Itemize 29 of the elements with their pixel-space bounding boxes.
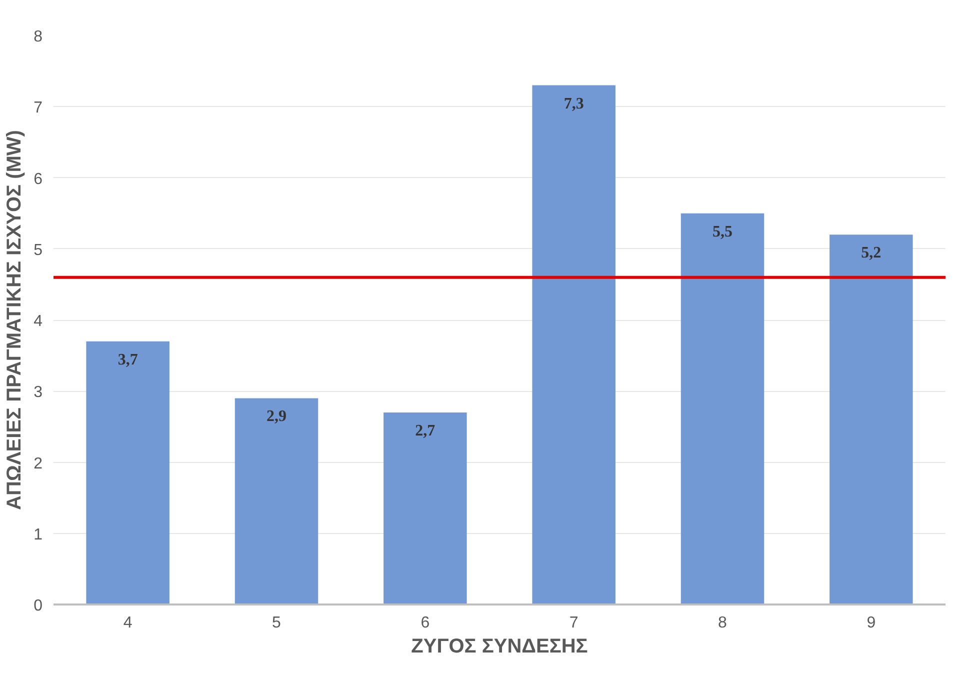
x-tick-label: 4 <box>123 614 132 632</box>
y-tick-label: 5 <box>34 242 43 259</box>
data-label: 2,7 <box>415 422 436 440</box>
bar <box>680 213 764 604</box>
data-label: 2,9 <box>266 408 286 426</box>
y-tick-label: 0 <box>34 598 43 614</box>
x-tick-label: 5 <box>272 614 282 632</box>
data-label: 5,2 <box>861 244 882 262</box>
data-label: 3,7 <box>118 351 138 368</box>
y-tick-label: 3 <box>34 384 43 402</box>
y-axis-title: ΑΠΩΛΕΙΕΣ ΠΡΑΓΜΑΤΙΚΗΣ ΙΣΧΥΟΣ (MW) <box>4 130 26 510</box>
x-tick-label: 7 <box>569 614 578 632</box>
x-axis-title: ΖΥΓΟΣ ΣΥΝΔΕΣΗΣ <box>411 636 588 658</box>
y-tick-label: 1 <box>34 526 43 544</box>
data-label: 7,3 <box>564 95 584 112</box>
data-label: 5,5 <box>712 223 732 240</box>
bar <box>234 398 318 604</box>
bar <box>830 234 913 604</box>
y-tick-label: 8 <box>34 28 43 46</box>
bar <box>86 341 170 604</box>
y-tick-label: 7 <box>34 100 43 117</box>
y-tick-label: 2 <box>34 455 43 472</box>
y-tick-label: 6 <box>34 170 43 188</box>
y-tick-label: 4 <box>34 313 43 330</box>
bar <box>384 412 467 604</box>
x-tick-label: 6 <box>420 614 430 632</box>
x-tick-label: 8 <box>718 614 728 632</box>
x-tick-label: 9 <box>866 614 876 632</box>
bar <box>532 85 616 604</box>
